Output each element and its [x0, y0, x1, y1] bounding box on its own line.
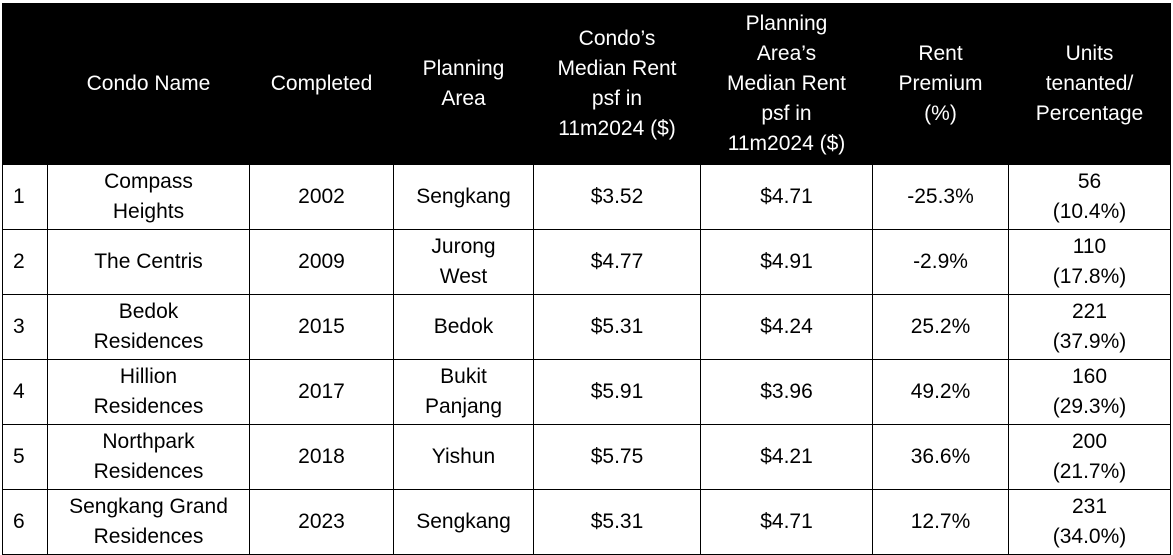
units-tenanted-cell: 221 (37.9%) — [1008, 294, 1171, 360]
condo-name-cell: Sengkang Grand Residences — [47, 489, 250, 555]
rent-comparison-table: Condo Name Completed Planning Area Condo… — [2, 3, 1171, 555]
planning-area-cell: Jurong West — [393, 229, 534, 295]
completed-cell: 2017 — [249, 359, 394, 425]
header-planning-area: Planning Area — [393, 3, 534, 165]
header-area-median-rent: Planning Area’s Median Rent psf in 11m20… — [700, 3, 873, 165]
condo-name-cell: Northpark Residences — [47, 424, 250, 490]
completed-cell: 2002 — [249, 164, 394, 230]
area-rent-cell: $4.91 — [700, 229, 873, 295]
table-row: 1 Compass Heights 2002 Sengkang $3.52 $4… — [2, 164, 1171, 230]
planning-area-cell: Sengkang — [393, 489, 534, 555]
table-header: Condo Name Completed Planning Area Condo… — [2, 3, 1171, 165]
header-rent-premium: Rent Premium (%) — [872, 3, 1009, 165]
header-index — [2, 3, 48, 165]
table-body: 1 Compass Heights 2002 Sengkang $3.52 $4… — [2, 164, 1171, 555]
header-condo-median-rent: Condo’s Median Rent psf in 11m2024 ($) — [533, 3, 701, 165]
completed-cell: 2009 — [249, 229, 394, 295]
condo-rent-cell: $4.77 — [533, 229, 701, 295]
rent-premium-cell: 12.7% — [872, 489, 1009, 555]
planning-area-cell: Sengkang — [393, 164, 534, 230]
rent-premium-cell: -2.9% — [872, 229, 1009, 295]
planning-area-cell: Yishun — [393, 424, 534, 490]
row-index: 4 — [2, 359, 48, 425]
units-tenanted-cell: 200 (21.7%) — [1008, 424, 1171, 490]
header-condo-name: Condo Name — [47, 3, 250, 165]
condo-name-cell: Compass Heights — [47, 164, 250, 230]
table-row: 4 Hillion Residences 2017 Bukit Panjang … — [2, 359, 1171, 425]
area-rent-cell: $4.21 — [700, 424, 873, 490]
row-index: 1 — [2, 164, 48, 230]
header-row: Condo Name Completed Planning Area Condo… — [2, 3, 1171, 165]
table-row: 5 Northpark Residences 2018 Yishun $5.75… — [2, 424, 1171, 490]
completed-cell: 2023 — [249, 489, 394, 555]
row-index: 5 — [2, 424, 48, 490]
rent-premium-cell: 25.2% — [872, 294, 1009, 360]
area-rent-cell: $4.24 — [700, 294, 873, 360]
row-index: 2 — [2, 229, 48, 295]
row-index: 3 — [2, 294, 48, 360]
area-rent-cell: $4.71 — [700, 489, 873, 555]
planning-area-cell: Bukit Panjang — [393, 359, 534, 425]
table-row: 6 Sengkang Grand Residences 2023 Sengkan… — [2, 489, 1171, 555]
table-row: 2 The Centris 2009 Jurong West $4.77 $4.… — [2, 229, 1171, 295]
row-index: 6 — [2, 489, 48, 555]
condo-rent-cell: $3.52 — [533, 164, 701, 230]
table-row: 3 Bedok Residences 2015 Bedok $5.31 $4.2… — [2, 294, 1171, 360]
units-tenanted-cell: 110 (17.8%) — [1008, 229, 1171, 295]
condo-rent-cell: $5.91 — [533, 359, 701, 425]
header-completed: Completed — [249, 3, 394, 165]
rent-comparison-table-wrapper: Condo Name Completed Planning Area Condo… — [2, 3, 1171, 555]
area-rent-cell: $3.96 — [700, 359, 873, 425]
rent-premium-cell: 36.6% — [872, 424, 1009, 490]
rent-premium-cell: 49.2% — [872, 359, 1009, 425]
condo-rent-cell: $5.75 — [533, 424, 701, 490]
condo-name-cell: Hillion Residences — [47, 359, 250, 425]
condo-name-cell: Bedok Residences — [47, 294, 250, 360]
condo-rent-cell: $5.31 — [533, 294, 701, 360]
completed-cell: 2018 — [249, 424, 394, 490]
units-tenanted-cell: 56 (10.4%) — [1008, 164, 1171, 230]
completed-cell: 2015 — [249, 294, 394, 360]
condo-rent-cell: $5.31 — [533, 489, 701, 555]
condo-name-cell: The Centris — [47, 229, 250, 295]
planning-area-cell: Bedok — [393, 294, 534, 360]
header-units-tenanted: Units tenanted/ Percentage — [1008, 3, 1171, 165]
units-tenanted-cell: 231 (34.0%) — [1008, 489, 1171, 555]
rent-premium-cell: -25.3% — [872, 164, 1009, 230]
units-tenanted-cell: 160 (29.3%) — [1008, 359, 1171, 425]
area-rent-cell: $4.71 — [700, 164, 873, 230]
